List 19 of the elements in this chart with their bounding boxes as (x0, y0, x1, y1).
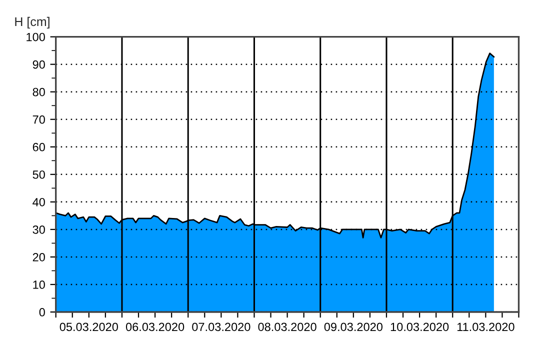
y-tick-label: 30 (32, 225, 45, 234)
x-tick-label: 06.03.2020 (126, 322, 184, 332)
y-tick-label: 90 (32, 60, 45, 69)
y-axis-title: H [cm] (15, 16, 50, 29)
x-tick-label: 11.03.2020 (457, 322, 514, 332)
y-tick-label: 70 (32, 115, 45, 124)
x-tick-label: 05.03.2020 (60, 322, 118, 332)
y-tick-label: 20 (32, 253, 45, 262)
y-tick-label: 100 (26, 32, 45, 42)
x-tick-label: 10.03.2020 (390, 322, 449, 332)
x-tick-label: 07.03.2020 (192, 322, 250, 332)
y-tick-label: 0 (39, 308, 45, 316)
y-tick-label: 50 (32, 170, 45, 179)
x-tick-label: 08.03.2020 (258, 322, 316, 332)
y-tick-label: 40 (32, 198, 45, 206)
x-tick-label: 09.03.2020 (324, 322, 383, 332)
y-tick-label: 60 (32, 142, 45, 152)
y-tick-label: 80 (32, 88, 45, 96)
y-tick-label: 10 (33, 280, 45, 289)
